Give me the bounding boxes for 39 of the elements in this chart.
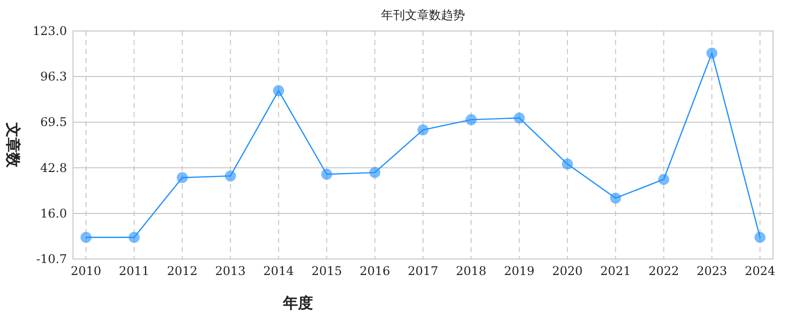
x-tick-label: 2019 (504, 264, 535, 278)
point (128, 232, 140, 243)
x-tick-label: 2021 (600, 264, 631, 278)
x-tick-label: 2012 (167, 264, 198, 278)
x-tick-label: 2024 (744, 264, 776, 278)
point (754, 232, 766, 243)
y-tick-label: 96.3 (40, 70, 67, 84)
x-tick-label: 2013 (215, 264, 246, 278)
y-tick-label: 42.8 (40, 160, 67, 175)
point (466, 114, 477, 126)
x-tick-label: 2022 (648, 264, 679, 278)
point (610, 192, 622, 204)
x-tick-label: 2020 (552, 264, 583, 278)
x-tick-label: 2011 (118, 264, 150, 278)
point (706, 48, 718, 59)
point (418, 124, 428, 136)
point (321, 168, 332, 180)
x-tick-label: 2015 (311, 264, 342, 278)
x-axis-title: 年度 (282, 294, 313, 312)
y-tick-label: 69.5 (40, 115, 67, 130)
x-tick-label: 2017 (408, 264, 438, 278)
point (176, 172, 188, 184)
point (224, 170, 236, 182)
y-tick-label: 123.0 (32, 24, 67, 38)
point (658, 174, 670, 185)
point (273, 85, 284, 96)
point (369, 167, 380, 178)
x-tick-label: 2023 (696, 264, 728, 278)
y-tick-label: 16.0 (40, 206, 67, 220)
point (562, 158, 573, 170)
x-tick-label: 2010 (70, 264, 102, 278)
x-tick-label: 2016 (360, 264, 390, 278)
y-axis-title: 文章数 (4, 122, 22, 168)
x-tick-label: 2018 (456, 264, 486, 278)
point (80, 232, 92, 243)
x-tick-label: 2014 (263, 264, 294, 278)
y-tick-label: -10.7 (36, 252, 67, 266)
point (514, 112, 525, 124)
chart-title: 年刊文章数趋势 (381, 8, 465, 22)
